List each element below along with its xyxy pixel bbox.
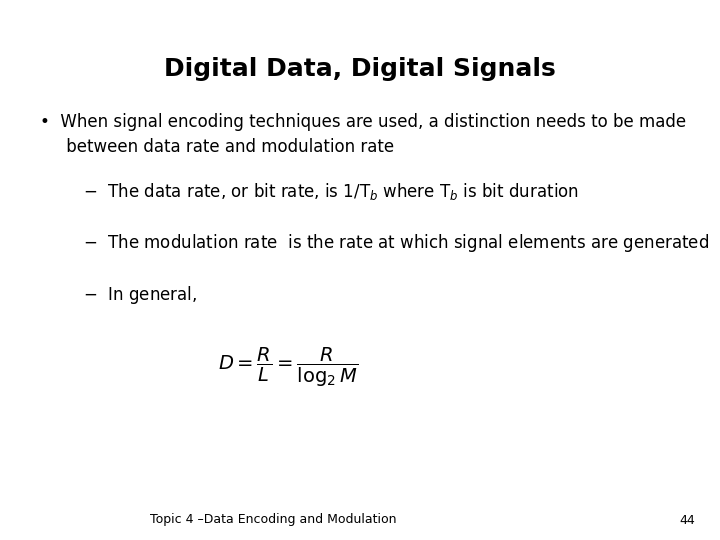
Text: Topic 4 –Data Encoding and Modulation: Topic 4 –Data Encoding and Modulation [150,514,397,526]
Text: $D=\dfrac{R}{L}=\dfrac{R}{\log_2 M}$: $D=\dfrac{R}{L}=\dfrac{R}{\log_2 M}$ [218,346,358,389]
Text: •  When signal encoding techniques are used, a distinction needs to be made: • When signal encoding techniques are us… [40,113,685,131]
Text: 44: 44 [679,514,695,526]
Text: $\mathsf{-}$  The data rate, or bit rate, is 1/T$_b$ where T$_b$ is bit duration: $\mathsf{-}$ The data rate, or bit rate,… [83,181,579,202]
Text: $\mathsf{-}$  The modulation rate  is the rate at which signal elements are gene: $\mathsf{-}$ The modulation rate is the … [83,232,709,254]
Text: $\mathsf{-}$  In general,: $\mathsf{-}$ In general, [83,284,197,306]
Text: Digital Data, Digital Signals: Digital Data, Digital Signals [164,57,556,80]
Text: between data rate and modulation rate: between data rate and modulation rate [40,138,394,156]
